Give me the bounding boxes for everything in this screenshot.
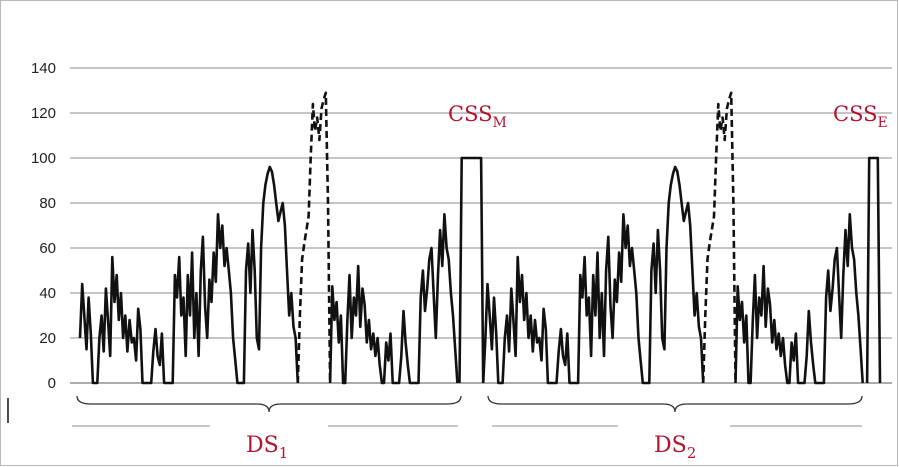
dashed-series-segment-2	[701, 91, 737, 384]
solid-series-segment-1	[78, 165, 300, 385]
y-tick-label: 60	[39, 240, 56, 257]
annotation-css-m: CSSM	[448, 102, 507, 131]
solid-series-segment-6	[865, 156, 882, 384]
dashed-series-segment-1	[296, 91, 332, 384]
y-tick-label: 0	[48, 375, 56, 392]
solid-series-segment-2	[328, 213, 459, 385]
y-tick-label: 40	[39, 285, 56, 302]
y-tick-label: 140	[31, 60, 56, 77]
brace-ds-1	[76, 395, 462, 413]
solid-series-segment-5	[734, 213, 864, 385]
annotation-ds-2: DS2	[654, 433, 696, 462]
solid-series-segment-4	[481, 165, 705, 385]
y-tick-label: 100	[31, 150, 56, 167]
y-tick-label: 120	[31, 105, 56, 122]
series-lines	[78, 91, 882, 385]
brace-ds-2	[487, 395, 863, 413]
annotation-css-e: CSSE	[833, 102, 888, 131]
annotation-ds-1: DS1	[246, 433, 288, 462]
solid-series-segment-3	[458, 156, 485, 384]
braces	[72, 395, 863, 427]
y-tick-label: 20	[39, 330, 56, 347]
y-tick-labels: 0 20 40 60 80 100 120 140	[31, 60, 56, 392]
y-tick-label: 80	[39, 195, 56, 212]
